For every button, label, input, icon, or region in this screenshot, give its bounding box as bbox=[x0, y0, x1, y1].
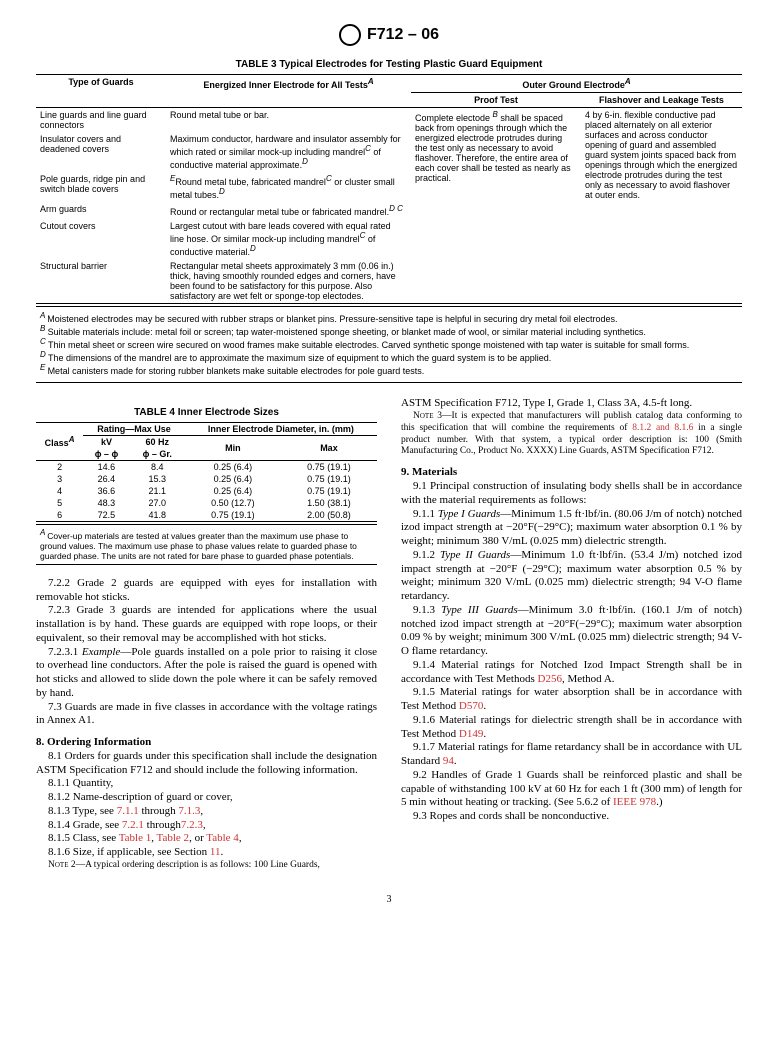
t3-r2-t: Pole guards, ridge pin and switch blade … bbox=[36, 172, 166, 202]
p-8.1.5: 8.1.5 Class, see Table 1, Table 2, or Ta… bbox=[36, 832, 377, 846]
t3-r1-t: Insulator covers and deadened covers bbox=[36, 132, 166, 172]
table4-title: TABLE 4 Inner Electrode Sizes bbox=[36, 407, 377, 418]
p-9.1: 9.1 Principal construction of insulating… bbox=[401, 480, 742, 508]
link-D256[interactable]: D256 bbox=[538, 673, 562, 685]
p-9.1.7: 9.1.7 Material ratings for flame retarda… bbox=[401, 741, 742, 769]
p-8.1.6: 8.1.6 Size, if applicable, see Section 1… bbox=[36, 846, 377, 860]
designation: F712 – 06 bbox=[367, 26, 439, 44]
p-9.1.4: 9.1.4 Material ratings for Notched Izod … bbox=[401, 659, 742, 687]
note-2: Note 2—A typical ordering description is… bbox=[36, 860, 377, 872]
link-D149[interactable]: D149 bbox=[459, 728, 483, 740]
t3-h-proof: Proof Test bbox=[411, 93, 581, 108]
p-8.1.4: 8.1.4 Grade, see 7.2.1 through7.2.3, bbox=[36, 819, 377, 833]
sec-8: 8. Ordering Information bbox=[36, 736, 377, 750]
link-7.2.3[interactable]: 7.2.3 bbox=[181, 819, 203, 831]
table3: Type of Guards Energized Inner Electrode… bbox=[36, 74, 742, 304]
p-8.1.2: 8.1.2 Name-description of guard or cover… bbox=[36, 791, 377, 805]
astm-logo bbox=[339, 24, 361, 46]
table3-title: TABLE 3 Typical Electrodes for Testing P… bbox=[36, 59, 742, 70]
t3-r0-i: Round metal tube or bar. bbox=[166, 108, 411, 133]
p-9.3: 9.3 Ropes and cords shall be nonconducti… bbox=[401, 810, 742, 824]
table4: ClassA Rating—Max Use Inner Electrode Di… bbox=[36, 422, 377, 522]
t3-r4-i: Largest cutout with bare leads covered w… bbox=[166, 219, 411, 259]
p-7.2.3: 7.2.3 Grade 3 guards are intended for ap… bbox=[36, 604, 377, 645]
p-7.2.2: 7.2.2 Grade 2 guards are equipped with e… bbox=[36, 577, 377, 605]
link-table1[interactable]: Table 1 bbox=[119, 832, 152, 844]
link-sec11[interactable]: 11 bbox=[210, 846, 221, 858]
p-9.1.5: 9.1.5 Material ratings for water absorpt… bbox=[401, 686, 742, 714]
t3-h-inner: Energized Inner Electrode for All TestsA bbox=[166, 75, 411, 108]
t3-r2-i: ERound metal tube, fabricated mandrelC o… bbox=[166, 172, 411, 202]
p-8.1.3: 8.1.3 Type, see 7.1.1 through 7.1.3, bbox=[36, 805, 377, 819]
p-7.3: 7.3 Guards are made in five classes in a… bbox=[36, 701, 377, 729]
link-7.1.3[interactable]: 7.1.3 bbox=[178, 805, 200, 817]
page-number: 3 bbox=[36, 894, 742, 905]
link-8.1.2-8.1.6[interactable]: 8.1.2 and 8.1.6 bbox=[632, 423, 693, 433]
p-9.1.2: 9.1.2 Type II Guards—Minimum 1.0 ft·lbf/… bbox=[401, 549, 742, 604]
link-UL94[interactable]: 94 bbox=[443, 755, 454, 767]
t3-r3-i: Round or rectangular metal tube or fabri… bbox=[166, 202, 411, 219]
t3-flash: 4 by 6-in. flexible conductive pad place… bbox=[581, 108, 742, 304]
link-7.2.1[interactable]: 7.2.1 bbox=[122, 819, 144, 831]
t3-r3-t: Arm guards bbox=[36, 202, 166, 219]
p-8.1: 8.1 Orders for guards under this specifi… bbox=[36, 750, 377, 778]
t3-r4-t: Cutout covers bbox=[36, 219, 166, 259]
table3-footnotes: A Moistened electrodes may be secured wi… bbox=[36, 306, 742, 383]
t3-h-flash: Flashover and Leakage Tests bbox=[581, 93, 742, 108]
link-table4[interactable]: Table 4 bbox=[206, 832, 239, 844]
table4-footnote: A Cover-up materials are tested at value… bbox=[36, 524, 377, 565]
p-9.1.3: 9.1.3 Type III Guards—Minimum 3.0 ft·lbf… bbox=[401, 604, 742, 659]
t3-r5-i: Rectangular metal sheets approximately 3… bbox=[166, 259, 411, 304]
p-8.1.1: 8.1.1 Quantity, bbox=[36, 777, 377, 791]
t3-r5-t: Structural barrier bbox=[36, 259, 166, 304]
p-cont: ASTM Specification F712, Type I, Grade 1… bbox=[401, 397, 742, 411]
link-IEEE978[interactable]: IEEE 978 bbox=[613, 796, 656, 808]
t3-h-outer: Outer Ground ElectrodeA bbox=[411, 75, 742, 93]
t3-r0-t: Line guards and line guard connectors bbox=[36, 108, 166, 133]
t3-h-type: Type of Guards bbox=[36, 75, 166, 108]
p-9.2: 9.2 Handles of Grade 1 Guards shall be r… bbox=[401, 769, 742, 810]
note-3: Note 3—It is expected that manufacturers… bbox=[401, 411, 742, 459]
link-table2[interactable]: Table 2 bbox=[157, 832, 190, 844]
t3-r1-i: Maximum conductor, hardware and insulato… bbox=[166, 132, 411, 172]
p-9.1.1: 9.1.1 Type I Guards—Minimum 1.5 ft·lbf/i… bbox=[401, 508, 742, 549]
page-header: F712 – 06 bbox=[36, 24, 742, 49]
p-7.2.3.1: 7.2.3.1 Example—Pole guards installed on… bbox=[36, 646, 377, 701]
sec-9: 9. Materials bbox=[401, 466, 742, 480]
link-7.1.1[interactable]: 7.1.1 bbox=[117, 805, 139, 817]
t3-proof: Complete electode B shall be spaced back… bbox=[411, 108, 581, 304]
link-D570[interactable]: D570 bbox=[459, 700, 483, 712]
p-9.1.6: 9.1.6 Material ratings for dielectric st… bbox=[401, 714, 742, 742]
